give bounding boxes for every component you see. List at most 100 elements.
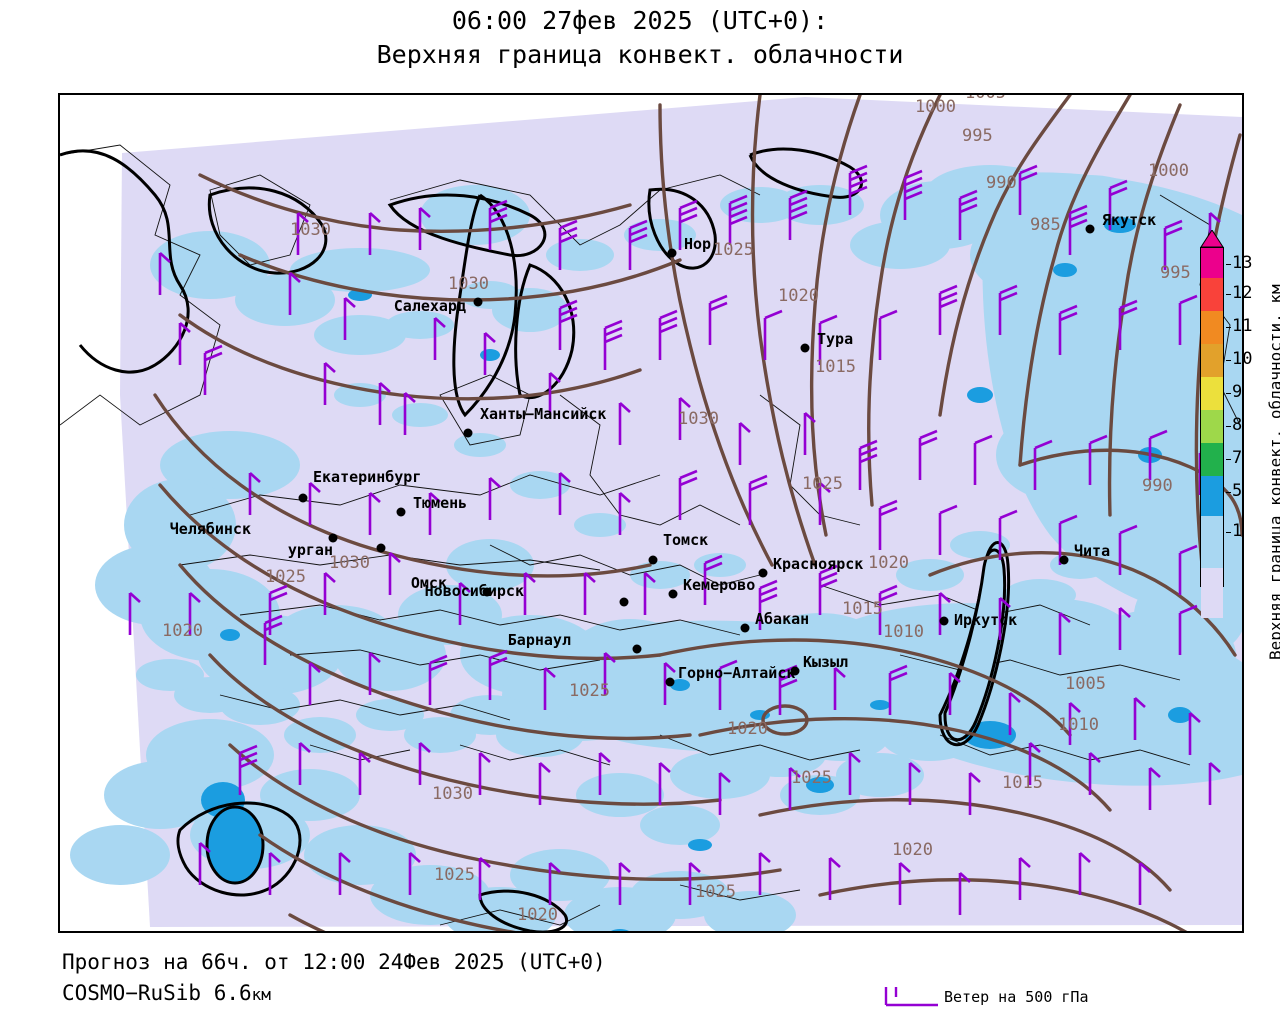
wind-barb [948,672,961,715]
border-line [939,734,1191,766]
cloudtop-blob [260,769,360,821]
isobar-line [178,563,692,741]
colorbar-tick-mark [1226,492,1231,493]
city-marker[interactable]: Челябинск [170,520,338,543]
isobar-label: 995 [962,126,993,146]
colorbar-title-text: Верхняя граница конвект. облачности, км [1266,284,1280,660]
city-marker[interactable]: Тюмень [396,494,468,517]
wind-barb [1138,862,1151,905]
colorbar-tick-mark [1226,327,1231,328]
wind-barb [833,667,846,710]
city-marker[interactable]: Иркутск [939,611,1018,629]
wind-barb [238,744,258,795]
wind-barb [128,592,141,635]
wind-barb [1133,697,1146,740]
cloudtop-blob [334,383,386,407]
wind-barb [298,742,311,785]
city-label: Екатеринбург [313,468,421,486]
wind-barb [598,752,611,795]
border-line [189,474,661,516]
isobar-labels: 1005 1000 995 990 1000 985 995 1030 1025 1030 1020… [162,95,1191,925]
city-marker[interactable]: Кемерово [668,576,756,599]
isobar-line [867,95,942,507]
isobar-label: 1015 [1002,773,1043,793]
coastline [647,187,717,270]
city-label: Горно−Алтайск [678,664,795,682]
wind-barb [1118,299,1138,350]
city-marker[interactable]: Кызыл [790,653,849,676]
isobar-line [208,653,722,806]
city-dot [396,507,406,517]
wind-barb [428,654,448,705]
isobar-label: 1020 [868,553,909,573]
wind-legend-label: Ветер на 500 гПа [944,988,1089,1006]
wind-barb [903,169,923,220]
wind-barb [818,482,831,525]
wind-barb [1163,219,1183,270]
cloudtop-blob [704,891,796,931]
city-label: Якутск [1102,211,1156,229]
map-canvas[interactable]: 1005100099599010009859951030102510301020… [58,93,1244,933]
colorbar-band [1201,248,1223,278]
border-line [289,649,601,671]
city-marker[interactable]: Томск [648,531,709,565]
city-marker[interactable]: Салехард [394,297,483,315]
city-marker[interactable]: Чита [1059,542,1111,565]
cloudtop-blob [720,187,800,223]
wind-barb [288,272,301,315]
wind-barb [323,362,336,405]
city-marker[interactable]: Барнаул [508,631,642,654]
wind-barb [488,199,508,250]
wind-barb [188,592,201,635]
wind-barb [1178,544,1198,595]
city-marker[interactable]: урган [288,541,386,559]
wind-barb [478,857,491,900]
isobar-label: 1025 [695,882,736,902]
colorbar-band [1201,568,1223,618]
wind-barb [788,189,808,240]
isobar-line [153,393,652,578]
wind-barb [1058,304,1078,355]
cloudtop-blob [446,539,534,591]
city-marker[interactable]: Тура [800,330,854,353]
city-marker[interactable]: Абакан [740,610,810,633]
border-line [819,584,1091,626]
wind-barb [708,294,728,345]
city-marker[interactable]: Новосибирск [425,582,629,607]
wind-barb [1148,767,1161,810]
isobar-line [158,483,662,661]
wind-barb [558,219,578,270]
cloudtop-blob [510,471,570,499]
colorbar-tick-label: 10 [1232,349,1253,369]
wind-barb [763,309,783,360]
cloudtop-blob [314,315,406,355]
title-line-datetime: 06:00 27фев 2025 (UTC+0): [451,6,829,35]
wind-barb [1068,702,1081,745]
city-marker[interactable]: Екатеринбург [298,468,422,503]
wind-barb [1148,429,1168,480]
city-marker[interactable]: Горно−Алтайск [665,664,796,687]
wind-barb-icon [884,987,938,1007]
border-line [899,654,1181,681]
city-marker[interactable]: Нор [667,235,712,258]
cloudtop-blob [136,659,204,691]
city-dot [376,543,386,553]
city-marker[interactable]: Красноярск [758,555,864,578]
wind-barb [818,564,838,615]
cloudtop-deep-patch [611,929,629,931]
wind-barb [728,194,748,245]
wind-barb [178,322,191,365]
city-marker[interactable]: Ханты−Мансийск [463,405,607,438]
border-line [439,904,601,926]
wind-barb [338,852,351,895]
lake-balkhash [205,805,265,885]
wind-barb [268,852,281,895]
wind-barb [433,317,446,360]
coastline [60,149,190,374]
city-label: Чита [1074,542,1110,560]
city-marker[interactable]: Омск [411,574,492,597]
coastline [514,263,576,400]
colorbar-band [1201,410,1223,443]
city-marker[interactable]: Якутск [1085,211,1157,234]
city-dot [758,568,768,578]
